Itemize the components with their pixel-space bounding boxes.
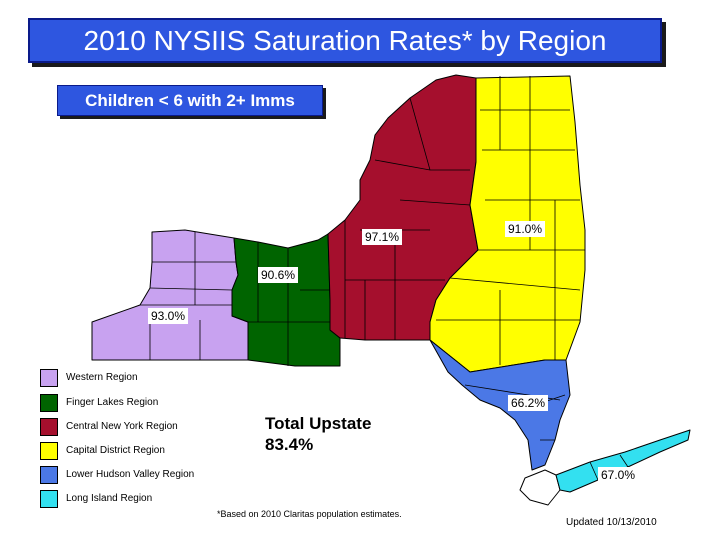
- total-upstate-label: Total Upstate: [265, 414, 372, 433]
- map-subtitle: Children < 6 with 2+ Imms: [57, 85, 323, 116]
- legend-item: Capital District Region: [40, 442, 300, 462]
- rate-western-region: 93.0%: [148, 308, 189, 324]
- lower-hudson-region-area: [429, 339, 571, 471]
- finger-lakes-region-area: [231, 233, 341, 367]
- rate-lower-hudson-region: 66.2%: [508, 395, 549, 411]
- legend-label-central-ny: Central New York Region: [66, 421, 178, 432]
- legend-swatch-western: [40, 369, 58, 387]
- legend-item: Central New York Region: [40, 418, 300, 438]
- legend-item: Lower Hudson Valley Region: [40, 466, 300, 486]
- legend-swatch-long-island: [40, 490, 58, 508]
- legend-swatch-finger-lakes: [40, 394, 58, 412]
- long-island-region-area: [555, 429, 691, 493]
- legend-swatch-lower-hudson: [40, 466, 58, 484]
- rate-finger-lakes-region: 90.6%: [258, 267, 299, 283]
- legend-swatch-central-ny: [40, 418, 58, 436]
- legend-label-capital-district: Capital District Region: [66, 445, 165, 456]
- western-region-area: [91, 229, 249, 361]
- footnote: *Based on 2010 Claritas population estim…: [217, 509, 402, 519]
- map-title: 2010 NYSIIS Saturation Rates* by Region: [28, 18, 662, 63]
- legend-swatch-capital-district: [40, 442, 58, 460]
- rate-capital-district-region: 91.0%: [505, 221, 546, 237]
- legend-label-long-island: Long Island Region: [66, 493, 153, 504]
- legend-label-finger-lakes: Finger Lakes Region: [66, 397, 159, 408]
- updated-date: Updated 10/13/2010: [566, 517, 657, 528]
- legend-label-western: Western Region: [66, 372, 138, 383]
- rate-long-island-region: 67.0%: [598, 467, 639, 483]
- legend-item: Finger Lakes Region: [40, 394, 300, 414]
- total-upstate-value: 83.4%: [265, 435, 314, 454]
- nyc-area: [519, 469, 561, 506]
- rate-central-ny-region: 97.1%: [362, 229, 403, 245]
- legend-item: Western Region: [40, 369, 300, 389]
- total-upstate: Total Upstate 83.4%: [265, 413, 371, 455]
- legend-label-lower-hudson: Lower Hudson Valley Region: [66, 469, 195, 480]
- legend-item: Long Island Region: [40, 490, 300, 510]
